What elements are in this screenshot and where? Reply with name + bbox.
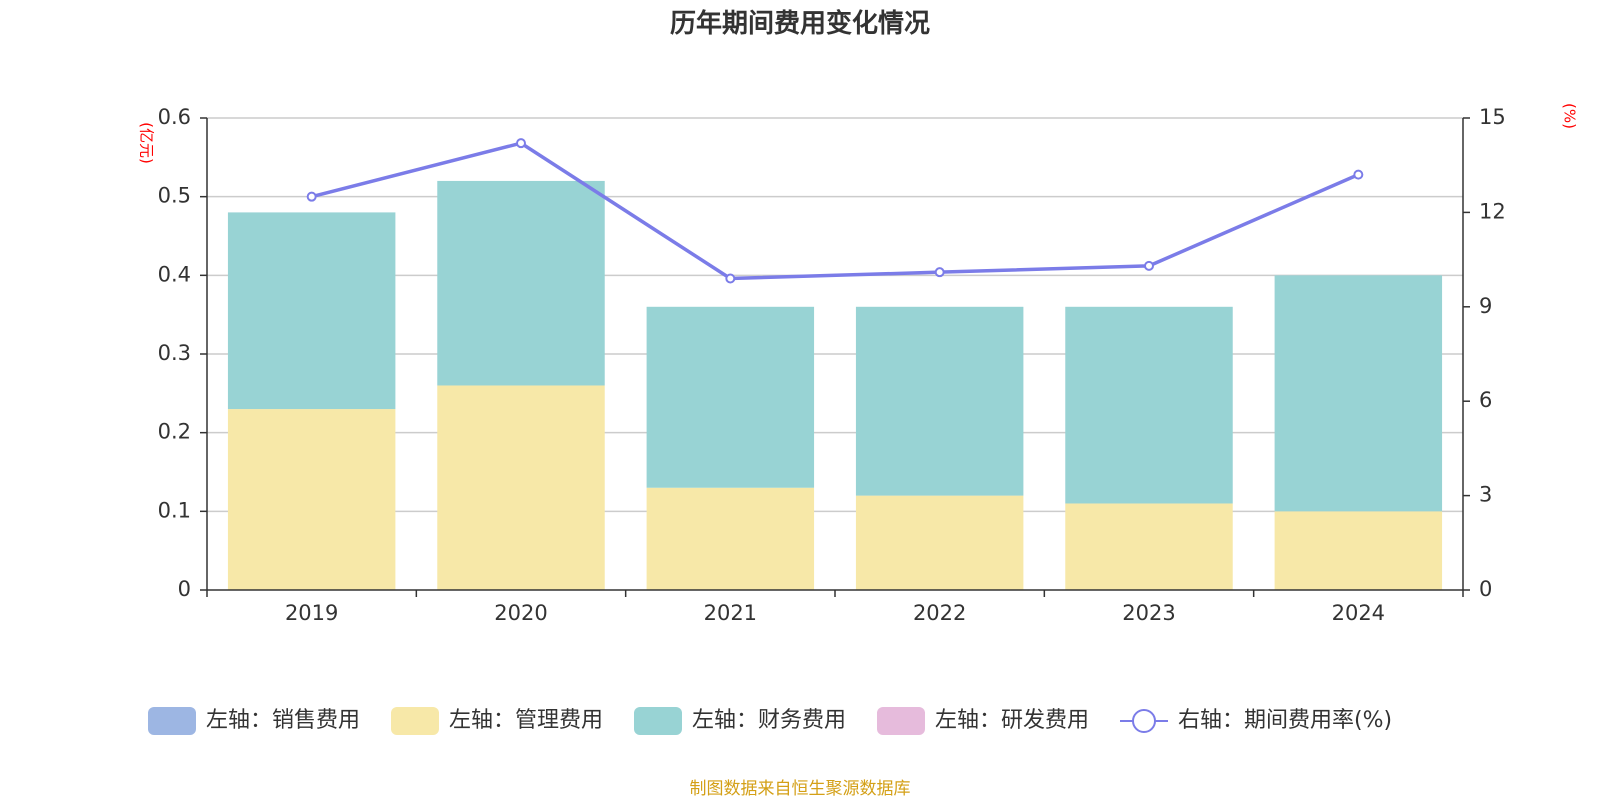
legend-label-0: 左轴：销售费用: [206, 708, 360, 733]
x-tick-label: 2020: [494, 601, 547, 625]
left-tick-label: 0.6: [158, 105, 191, 129]
bar-2-2019: [227, 212, 396, 410]
legend-label-1: 左轴：管理费用: [449, 708, 603, 733]
axes: 0 0.1 0.2 0.3 0.4 0.5 0.6 0 3 6 9 12 15 2019 2020 2021 2…: [158, 105, 1506, 625]
right-axis-unit: (%): [1561, 103, 1579, 129]
rate-point-2020: [516, 138, 526, 149]
legend-swatch-0: [148, 707, 196, 735]
right-tick-label: 6: [1479, 388, 1492, 412]
data-source: 制图数据来自恒生聚源数据库: [690, 779, 911, 799]
x-tick-label: 2023: [1122, 601, 1175, 625]
rate-point-2021: [725, 273, 736, 284]
left-tick-label: 0.4: [158, 262, 191, 286]
legend-label-2: 左轴：财务费用: [692, 708, 846, 733]
right-tick-label: 3: [1479, 483, 1492, 507]
bar-2-2022: [855, 306, 1024, 496]
left-tick-label: 0: [178, 577, 191, 601]
bar-2-2021: [646, 306, 815, 488]
legend-swatch-1: [391, 707, 439, 735]
legend-marker-4: [1132, 709, 1156, 733]
rate-point-2019: [306, 191, 317, 202]
legend-swatch-3: [877, 707, 925, 735]
legend-label-3: 左轴：研发费用: [935, 708, 1089, 733]
bars: [227, 180, 1443, 590]
rate-line-path: [311, 141, 1360, 281]
left-tick-label: 0.5: [158, 184, 191, 208]
right-tick-label: 15: [1479, 105, 1506, 129]
grid: [207, 117, 1463, 513]
x-tick-label: 2021: [704, 601, 757, 625]
legend: 左轴：销售费用 左轴：管理费用 左轴：财务费用 左轴：研发费用 右轴：期间费用率(%): [148, 707, 1392, 735]
left-tick-label: 0.3: [158, 341, 191, 365]
rate-point-2024: [1353, 169, 1364, 180]
bar-1-2022: [855, 495, 1024, 590]
bar-1-2019: [227, 409, 396, 590]
bar-1-2020: [437, 385, 605, 590]
right-tick-label: 12: [1479, 199, 1506, 223]
rate-line: [306, 138, 1364, 284]
rate-point-2022: [934, 267, 945, 278]
bar-1-2023: [1065, 503, 1233, 590]
bar-2-2023: [1065, 306, 1233, 504]
bar-1-2021: [646, 487, 815, 590]
rate-point-2023: [1144, 260, 1154, 271]
legend-swatch-2: [634, 707, 682, 735]
x-tick-label: 2022: [913, 601, 966, 625]
legend-label-4: 右轴：期间费用率(%): [1178, 708, 1392, 733]
right-tick-label: 9: [1479, 294, 1492, 318]
left-tick-label: 0.1: [158, 498, 191, 522]
x-tick-label: 2019: [285, 601, 338, 625]
right-tick-label: 0: [1479, 577, 1492, 601]
bar-1-2024: [1274, 511, 1443, 590]
chart-title: 历年期间费用变化情况: [670, 8, 930, 39]
left-tick-label: 0.2: [158, 420, 191, 444]
bar-2-2024: [1274, 275, 1443, 512]
x-tick-label: 2024: [1332, 601, 1385, 625]
bar-2-2020: [437, 180, 605, 386]
left-axis-unit: (亿元): [138, 122, 156, 164]
